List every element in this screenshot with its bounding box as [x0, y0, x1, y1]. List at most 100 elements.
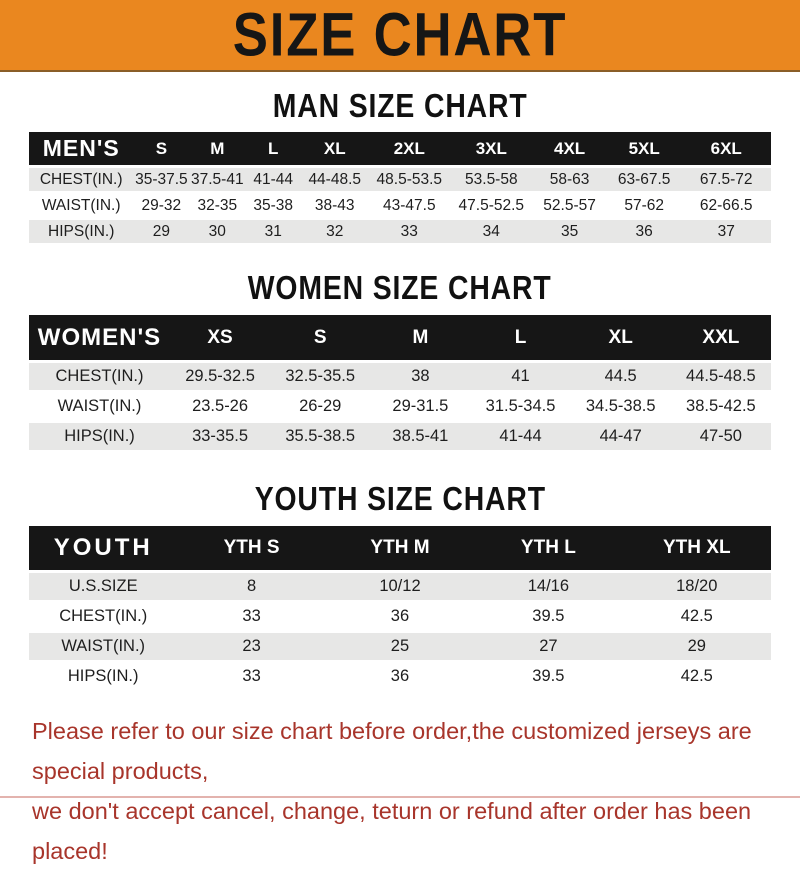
column-header-xs: XS: [169, 315, 271, 360]
size-value-cell: 39.5: [474, 663, 623, 690]
youth-row-u-s-size: U.S.SIZE 8 10/12 14/16 18/20: [29, 573, 771, 600]
size-value-cell: 47-50: [670, 423, 771, 450]
footer-line-1: Please refer to our size chart before or…: [32, 718, 752, 784]
row-label: HIPS(IN.): [29, 663, 178, 690]
size-value-cell: 32-35: [189, 194, 246, 217]
size-value-cell: 38.5-42.5: [670, 393, 771, 420]
column-header-l: L: [470, 315, 571, 360]
size-value-cell: 44-47: [570, 423, 671, 450]
size-value-cell: 33: [368, 220, 451, 243]
column-header-2xl: 2XL: [368, 132, 451, 165]
size-value-cell: 23.5-26: [169, 393, 271, 420]
size-value-cell: 41-44: [470, 423, 571, 450]
column-header-xxl: XXL: [670, 315, 771, 360]
size-value-cell: 67.5-72: [681, 168, 771, 191]
size-value-cell: 33-35.5: [169, 423, 271, 450]
size-value-cell: 42.5: [622, 663, 771, 690]
row-label: CHEST(IN.): [29, 603, 178, 630]
row-label: CHEST(IN.): [29, 363, 170, 390]
men-row-waist-in-: WAIST(IN.) 29-32 32-35 35-38 38-43 43-47.5 47.…: [29, 194, 771, 217]
size-value-cell: 52.5-57: [532, 194, 607, 217]
size-value-cell: 53.5-58: [450, 168, 533, 191]
men-size-table: MEN'S S M L XL 2XL 3XL 4XL 5XL 6XL CHEST(IN.) 35-37…: [29, 129, 771, 246]
row-label: WAIST(IN.): [29, 393, 170, 420]
column-header-s: S: [270, 315, 371, 360]
men-row-chest-in-: CHEST(IN.) 35-37.5 37.5-41 41-44 44-48.5 48.5…: [29, 168, 771, 191]
size-value-cell: 31: [245, 220, 302, 243]
women-row-waist-in-: WAIST(IN.) 23.5-26 26-29 29-31.5 31.5-34.5 34…: [29, 393, 771, 420]
row-label: HIPS(IN.): [29, 220, 134, 243]
women-table-label: WOMEN'S: [29, 315, 170, 360]
women-row-hips-in-: HIPS(IN.) 33-35.5 35.5-38.5 38.5-41 41-44 44-…: [29, 423, 771, 450]
column-header-xl: XL: [570, 315, 671, 360]
women-header-row: WOMEN'S XS S M L XL XXL: [29, 315, 771, 360]
column-header-yth-l: YTH L: [474, 526, 623, 570]
size-value-cell: 44.5-48.5: [670, 363, 771, 390]
row-label: HIPS(IN.): [29, 423, 170, 450]
size-value-cell: 44.5: [570, 363, 671, 390]
size-value-cell: 36: [325, 603, 475, 630]
size-value-cell: 37.5-41: [189, 168, 246, 191]
size-value-cell: 29: [622, 633, 771, 660]
youth-row-hips-in-: HIPS(IN.) 33 36 39.5 42.5: [29, 663, 771, 690]
size-value-cell: 58-63: [532, 168, 607, 191]
section-heading-youth: YOUTH SIZE CHART: [0, 479, 800, 519]
size-value-cell: 48.5-53.5: [368, 168, 451, 191]
men-row-hips-in-: HIPS(IN.) 29 30 31 32 33 34 35 36 37: [29, 220, 771, 243]
size-value-cell: 26-29: [270, 393, 371, 420]
size-value-cell: 29: [133, 220, 190, 243]
column-header-5xl: 5XL: [606, 132, 682, 165]
size-value-cell: 25: [325, 633, 475, 660]
size-value-cell: 34: [450, 220, 533, 243]
bottom-divider: [0, 796, 800, 798]
column-header-l: L: [245, 132, 302, 165]
size-value-cell: 14/16: [474, 573, 623, 600]
size-value-cell: 37: [681, 220, 771, 243]
youth-row-chest-in-: CHEST(IN.) 33 36 39.5 42.5: [29, 603, 771, 630]
row-label: CHEST(IN.): [29, 168, 134, 191]
size-value-cell: 18/20: [622, 573, 771, 600]
size-chart-title: SIZE CHART: [232, 0, 568, 69]
size-value-cell: 30: [189, 220, 246, 243]
column-header-yth-m: YTH M: [325, 526, 475, 570]
size-tables-container: MAN SIZE CHART MEN'S S M L XL 2XL 3XL 4XL 5XL 6XL C…: [0, 86, 800, 693]
size-chart-banner: SIZE CHART: [0, 0, 800, 72]
youth-header-row: YOUTH YTH S YTH M YTH L YTH XL: [29, 526, 771, 570]
men-header-row: MEN'S S M L XL 2XL 3XL 4XL 5XL 6XL: [29, 132, 771, 165]
column-header-s: S: [133, 132, 190, 165]
section-heading-text: WOMEN SIZE CHART: [248, 269, 552, 306]
size-value-cell: 27: [474, 633, 623, 660]
men-table-label: MEN'S: [29, 132, 134, 165]
size-value-cell: 36: [606, 220, 682, 243]
column-header-m: M: [370, 315, 471, 360]
section-heading-men: MAN SIZE CHART: [0, 86, 800, 126]
row-label: WAIST(IN.): [29, 194, 134, 217]
size-value-cell: 39.5: [474, 603, 623, 630]
size-value-cell: 32: [301, 220, 369, 243]
row-label: WAIST(IN.): [29, 633, 178, 660]
size-value-cell: 41-44: [245, 168, 302, 191]
size-value-cell: 33: [177, 663, 326, 690]
column-header-6xl: 6XL: [681, 132, 771, 165]
column-header-xl: XL: [301, 132, 369, 165]
size-value-cell: 44-48.5: [301, 168, 369, 191]
footer-disclaimer: Please refer to our size chart before or…: [32, 711, 770, 871]
size-value-cell: 57-62: [606, 194, 682, 217]
section-heading-women: WOMEN SIZE CHART: [0, 268, 800, 308]
size-value-cell: 47.5-52.5: [450, 194, 533, 217]
size-value-cell: 29-32: [133, 194, 190, 217]
footer-line-2: we don't accept cancel, change, teturn o…: [32, 798, 752, 864]
women-size-table: WOMEN'S XS S M L XL XXL CHEST(IN.) 29.5-32.5 32.5…: [29, 312, 771, 453]
youth-table-label: YOUTH: [29, 526, 178, 570]
column-header-m: M: [189, 132, 246, 165]
size-value-cell: 38-43: [301, 194, 369, 217]
size-value-cell: 32.5-35.5: [270, 363, 371, 390]
youth-size-table: YOUTH YTH S YTH M YTH L YTH XL U.S.SIZE 8 10/12…: [29, 523, 771, 693]
size-value-cell: 10/12: [325, 573, 475, 600]
size-value-cell: 35.5-38.5: [270, 423, 371, 450]
size-value-cell: 8: [177, 573, 326, 600]
column-header-3xl: 3XL: [450, 132, 533, 165]
size-value-cell: 43-47.5: [368, 194, 451, 217]
size-value-cell: 35-37.5: [133, 168, 190, 191]
size-value-cell: 33: [177, 603, 326, 630]
